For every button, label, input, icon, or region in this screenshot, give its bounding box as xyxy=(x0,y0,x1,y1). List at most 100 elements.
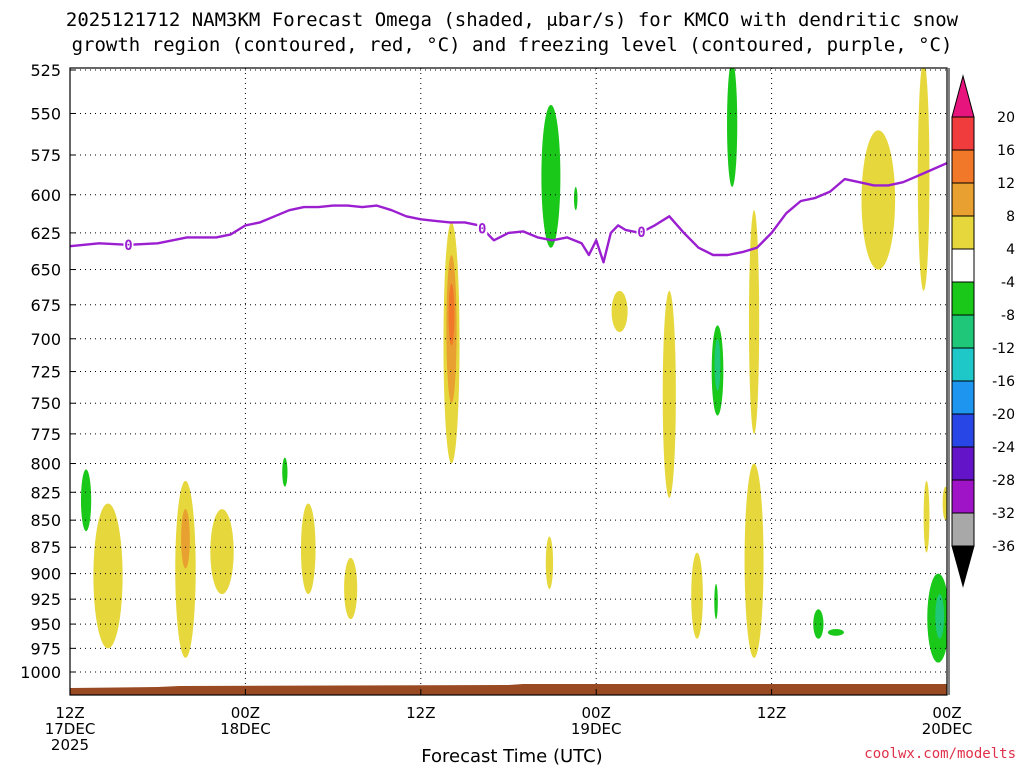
y-tick-label-875: 875 xyxy=(30,538,61,557)
colorbar-bin-8 xyxy=(951,347,975,382)
grid-lines xyxy=(70,68,947,695)
omega-cell-27 xyxy=(923,480,930,553)
colorbar-tick-13: -36 xyxy=(992,539,1015,555)
freezing-level-label-2: 0 xyxy=(637,225,645,241)
omega-cell-14 xyxy=(611,290,628,333)
freezing-level-line xyxy=(70,162,947,264)
freezing-level-label-bg-1 xyxy=(477,220,488,237)
y-tick-label-725: 725 xyxy=(30,363,61,382)
omega-cell-21 xyxy=(748,210,760,434)
omega-cell-1 xyxy=(93,503,123,649)
freezing-level-label-0: 0 xyxy=(124,238,132,254)
colorbar-tick-12: -32 xyxy=(992,506,1015,522)
colorbar-tick-2: 12 xyxy=(997,176,1015,192)
x-tick-label-12-0: 00Z xyxy=(231,704,260,722)
freezing-level-label-bg-2 xyxy=(636,224,647,241)
omega-cell-16 xyxy=(691,552,703,639)
omega-cell-24 xyxy=(827,628,844,636)
y-tick-label-700: 700 xyxy=(30,330,61,349)
colorbar-bin-4 xyxy=(951,215,975,250)
colorbar-bin-11 xyxy=(951,446,975,481)
colorbar-bin-9 xyxy=(951,380,975,415)
omega-cell-11 xyxy=(541,104,561,248)
omega-cell-31 xyxy=(362,57,365,64)
omega-shading xyxy=(80,57,947,663)
freezing-level-label-bg-0 xyxy=(123,236,134,253)
omega-cell-13 xyxy=(545,536,554,590)
omega-cell-22 xyxy=(744,463,764,658)
surface-band xyxy=(70,684,947,695)
colorbar: 20 16 12 8 4 -4 -8 -12 -16 -20 -24 -28 -32 -36 xyxy=(951,74,1015,588)
omega-cell-3 xyxy=(181,509,190,569)
colorbar-bin-3 xyxy=(951,182,975,217)
x-axis-label: Forecast Time (UTC) xyxy=(421,746,603,767)
omega-cell-2 xyxy=(175,480,196,658)
colorbar-triangle-up-icon xyxy=(951,74,975,118)
x-tick-label-60-0: 00Z xyxy=(932,704,961,722)
y-tick-label-825: 825 xyxy=(30,483,61,502)
omega-cell-4 xyxy=(210,509,234,595)
x-tick-label-12-1: 18DEC xyxy=(220,720,271,738)
y-tick-label-600: 600 xyxy=(30,186,61,205)
colorbar-bin-10 xyxy=(951,413,975,448)
colorbar-tick-5: -4 xyxy=(1001,275,1015,291)
x-tick-label-0-0: 12Z xyxy=(55,704,84,722)
y-tick-label-675: 675 xyxy=(30,296,61,315)
y-tick-label-800: 800 xyxy=(30,455,61,474)
colorbar-bin-12 xyxy=(951,479,975,514)
colorbar-tick-4: 4 xyxy=(1006,242,1015,258)
colorbar-triangle-down-icon xyxy=(951,545,975,588)
chart-title-line2: growth region (contoured, red, °C) and f… xyxy=(71,34,953,56)
plot-frame xyxy=(69,67,948,696)
y-tick-label-925: 925 xyxy=(30,590,61,609)
omega-cell-7 xyxy=(344,557,358,620)
omega-cell-23 xyxy=(813,609,824,639)
colorbar-tick-1: 16 xyxy=(997,143,1015,159)
x-tick-label-24-0: 12Z xyxy=(406,704,435,722)
omega-cell-6 xyxy=(300,503,316,595)
colorbar-tick-9: -20 xyxy=(992,407,1015,423)
colorbar-bin-6 xyxy=(951,281,975,316)
chart-title-line1: 2025121712 NAM3KM Forecast Omega (shaded… xyxy=(65,9,959,31)
omega-cell-0 xyxy=(80,469,92,532)
x-tick-label-36-0: 00Z xyxy=(582,704,611,722)
y-tick-label-950: 950 xyxy=(30,615,61,634)
y-tick-label-775: 775 xyxy=(30,425,61,444)
y-tick-label-550: 550 xyxy=(30,104,61,123)
colorbar-bin-13 xyxy=(951,512,975,547)
colorbar-tick-7: -12 xyxy=(992,341,1015,357)
omega-cell-5 xyxy=(282,457,288,487)
y-axis-ticks: 525 550 575 600 625 650 675 700 725 750 775 800 825 8… xyxy=(20,61,76,682)
omega-cell-25 xyxy=(861,130,896,270)
y-tick-label-750: 750 xyxy=(30,394,61,413)
credit-text: coolwx.com/modelts xyxy=(864,746,1016,762)
omega-cell-10 xyxy=(448,283,455,346)
x-tick-label-48-0: 12Z xyxy=(757,704,786,722)
freezing-level-label-1: 0 xyxy=(478,221,486,237)
omega-cell-29 xyxy=(935,594,945,639)
omega-cell-12 xyxy=(573,186,578,211)
x-tick-label-60-1: 20DEC xyxy=(922,720,973,738)
colorbar-bin-2 xyxy=(951,149,975,184)
y-tick-label-900: 900 xyxy=(30,565,61,584)
omega-cell-26 xyxy=(917,68,930,291)
colorbar-tick-6: -8 xyxy=(1001,308,1015,324)
y-tick-label-650: 650 xyxy=(30,261,61,280)
omega-cell-20 xyxy=(727,68,738,187)
colorbar-bin-5 xyxy=(951,248,975,283)
colorbar-tick-0: 20 xyxy=(997,110,1015,126)
omega-cell-19 xyxy=(714,338,721,391)
y-tick-label-575: 575 xyxy=(30,146,61,165)
freezing-level-contour: 0 0 0 xyxy=(70,162,947,264)
y-tick-label-975: 975 xyxy=(30,639,61,658)
x-tick-label-36-1: 19DEC xyxy=(571,720,622,738)
omega-cell-15 xyxy=(662,290,676,498)
omega-cell-30 xyxy=(942,486,947,521)
y-tick-label-625: 625 xyxy=(30,224,61,243)
colorbar-tick-8: -16 xyxy=(992,374,1015,390)
x-tick-label-0-2: 2025 xyxy=(51,736,89,754)
y-tick-label-525: 525 xyxy=(30,61,61,80)
y-tick-label-1000: 1000 xyxy=(20,663,61,682)
omega-cell-17 xyxy=(714,583,718,620)
